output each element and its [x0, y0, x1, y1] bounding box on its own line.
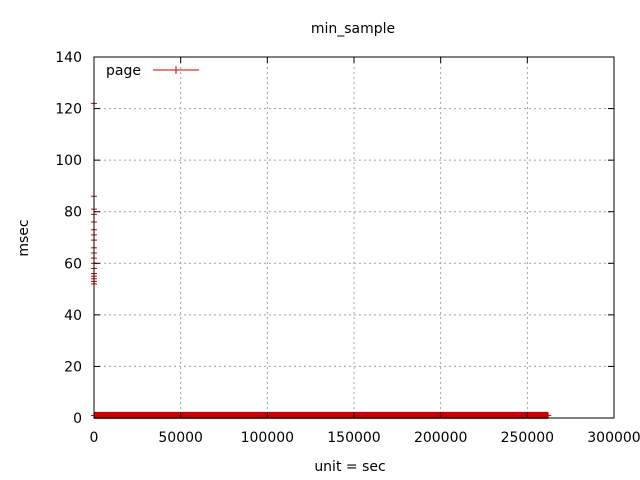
ticks: [93, 56, 615, 419]
grid: [94, 57, 614, 418]
y-tick-label: 0: [73, 411, 82, 427]
y-tick-label: 40: [64, 308, 82, 324]
chart-title: min_sample: [311, 21, 395, 37]
data-point: [316, 412, 323, 419]
x-axis-label: unit = sec: [314, 459, 385, 475]
data-point: [160, 412, 167, 419]
data-point: [455, 412, 461, 419]
data-point: [507, 412, 513, 419]
y-tick-label: 120: [55, 102, 82, 118]
legend: page: [106, 63, 199, 79]
data-point: [403, 412, 409, 419]
series-layer: [91, 100, 552, 419]
legend-label-page: page: [106, 63, 141, 79]
y-tick-label: 100: [55, 153, 82, 169]
data-point: [212, 412, 219, 419]
x-tick-label: 100000: [241, 430, 294, 446]
data-point: [229, 412, 236, 419]
data-point: [247, 412, 253, 419]
x-tick-label: 300000: [587, 430, 640, 446]
x-tick-label: 250000: [501, 430, 554, 446]
data-point: [420, 412, 427, 419]
tick-labels: 0 50000 100000 150000 200000 250000 300000 0 20 4…: [55, 50, 640, 446]
data-point: [125, 412, 132, 419]
x-tick-label: 50000: [158, 430, 203, 446]
data-point: [281, 412, 288, 419]
x-tick-label: 150000: [327, 430, 380, 446]
data-point: [385, 412, 392, 419]
data-point: [108, 412, 115, 419]
data-point: [545, 412, 552, 419]
y-tick-label: 140: [55, 50, 82, 66]
data-point: [368, 412, 375, 419]
data-point: [143, 412, 149, 419]
data-point: [333, 412, 340, 419]
data-point: [299, 412, 305, 419]
data-point: [489, 412, 496, 419]
data-point: [195, 412, 201, 419]
x-tick-label: 200000: [414, 430, 467, 446]
x-tick-label: 0: [90, 430, 99, 446]
y-tick-label: 20: [64, 359, 82, 375]
y-tick-label: 80: [64, 205, 82, 221]
data-point: [472, 412, 479, 419]
y-tick-label: 60: [64, 256, 82, 272]
y-axis-label: msec: [16, 219, 32, 256]
